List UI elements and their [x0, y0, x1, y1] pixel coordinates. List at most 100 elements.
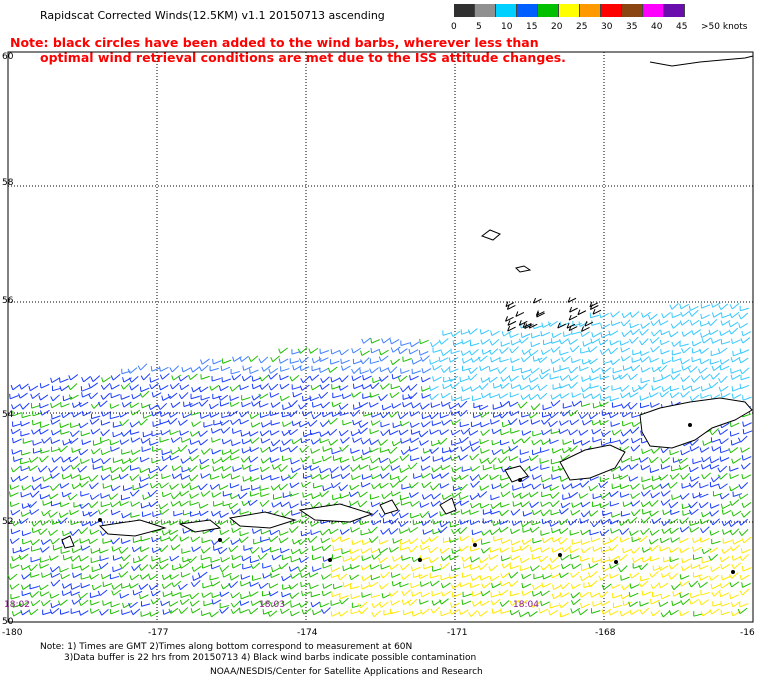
warning-line-1: Note: black circles have been added to t… [10, 35, 539, 50]
wind-barb [528, 465, 539, 472]
wind-barb [540, 464, 550, 470]
wind-barb [568, 381, 578, 389]
wind-barb [610, 512, 621, 518]
wind-barb [661, 374, 671, 380]
wind-barb [649, 571, 659, 578]
wind-barb [580, 501, 591, 508]
wind-barb [257, 552, 268, 560]
wind-barb [259, 499, 270, 507]
wind-barb [442, 383, 452, 390]
wind-barb [170, 436, 181, 443]
wind-barb [689, 520, 699, 527]
wind-barb [32, 410, 42, 417]
wind-barb [209, 474, 220, 480]
wind-barb [22, 438, 33, 444]
wind-barb [319, 431, 329, 437]
wind-barb [680, 449, 691, 456]
wind-barb [590, 393, 601, 400]
wind-barb [299, 556, 309, 563]
wind-barb [21, 573, 31, 580]
wind-barb [180, 592, 190, 598]
wind-barb [480, 338, 491, 345]
wind-barb [361, 539, 372, 546]
wind-barb [178, 375, 189, 382]
wind-barb [448, 446, 459, 453]
contaminated-wind-barb [505, 301, 515, 308]
wind-barb [429, 429, 439, 435]
contaminated-wind-barb [507, 325, 516, 332]
wind-barb [328, 528, 339, 535]
contamination-circle [218, 538, 222, 542]
wind-barb [640, 501, 651, 508]
wind-barb [261, 547, 271, 553]
wind-barb [692, 572, 703, 578]
wind-barb [600, 557, 611, 563]
wind-barb [611, 402, 622, 408]
wind-barb [669, 392, 680, 399]
wind-barb [322, 485, 333, 492]
wind-barb [679, 526, 690, 533]
wind-barb [209, 384, 220, 391]
wind-barb [39, 409, 50, 416]
wind-barb [738, 322, 748, 329]
wind-barb [118, 473, 129, 480]
wind-barb [32, 440, 42, 446]
wind-barb [200, 610, 211, 617]
scale-swatch-3 [517, 4, 538, 17]
wind-barb [490, 357, 500, 363]
wind-barb [219, 419, 230, 426]
wind-barb [430, 341, 440, 348]
scale-swatch-9 [643, 4, 664, 17]
wind-barb [360, 357, 370, 365]
wind-barb [500, 491, 511, 498]
wind-barb [327, 366, 338, 373]
wind-barb [378, 355, 389, 362]
wind-barb [421, 493, 432, 500]
wind-barb [437, 437, 448, 445]
wind-barb [252, 575, 262, 581]
scale-label-2: 10 [501, 22, 513, 32]
wind-barb [421, 393, 431, 399]
wind-barb [190, 536, 201, 543]
wind-barb [729, 485, 739, 492]
wind-barb [200, 547, 211, 554]
wind-barb [408, 446, 419, 452]
wind-barb [360, 548, 371, 554]
wind-barb [540, 600, 550, 607]
wind-barb [369, 564, 380, 570]
wind-barb [429, 385, 439, 391]
wind-barb [358, 464, 369, 470]
wind-barb [311, 554, 322, 561]
wind-barb [129, 574, 140, 581]
wind-barb [592, 493, 602, 500]
wind-barb [550, 394, 561, 400]
wind-barb [480, 529, 491, 536]
wind-barb [690, 563, 701, 569]
wind-barb [458, 454, 469, 461]
wind-barb [128, 376, 139, 383]
map-title: Rapidscat Corrected Winds(12.5KM) v1.1 2… [40, 9, 385, 22]
wind-barb [639, 395, 650, 401]
wind-barb [370, 547, 381, 554]
wind-barb [480, 421, 490, 428]
wind-barb [729, 431, 740, 437]
wind-barb [458, 545, 469, 552]
wind-barb [721, 547, 732, 554]
wind-barb [407, 383, 418, 391]
wind-barb [131, 564, 141, 572]
wind-barb [349, 484, 360, 491]
wind-barb [671, 340, 682, 347]
wind-barb [78, 599, 89, 607]
wind-barb [169, 365, 180, 373]
wind-barb [570, 483, 581, 489]
wind-barb [262, 563, 272, 569]
wind-barb [360, 564, 371, 571]
wind-barb [719, 582, 730, 589]
wind-barb [588, 485, 599, 492]
wind-barb [578, 608, 588, 616]
wind-barb [40, 519, 50, 526]
wind-barb [481, 582, 491, 589]
wind-barb [268, 535, 279, 543]
wind-barb [641, 476, 651, 483]
